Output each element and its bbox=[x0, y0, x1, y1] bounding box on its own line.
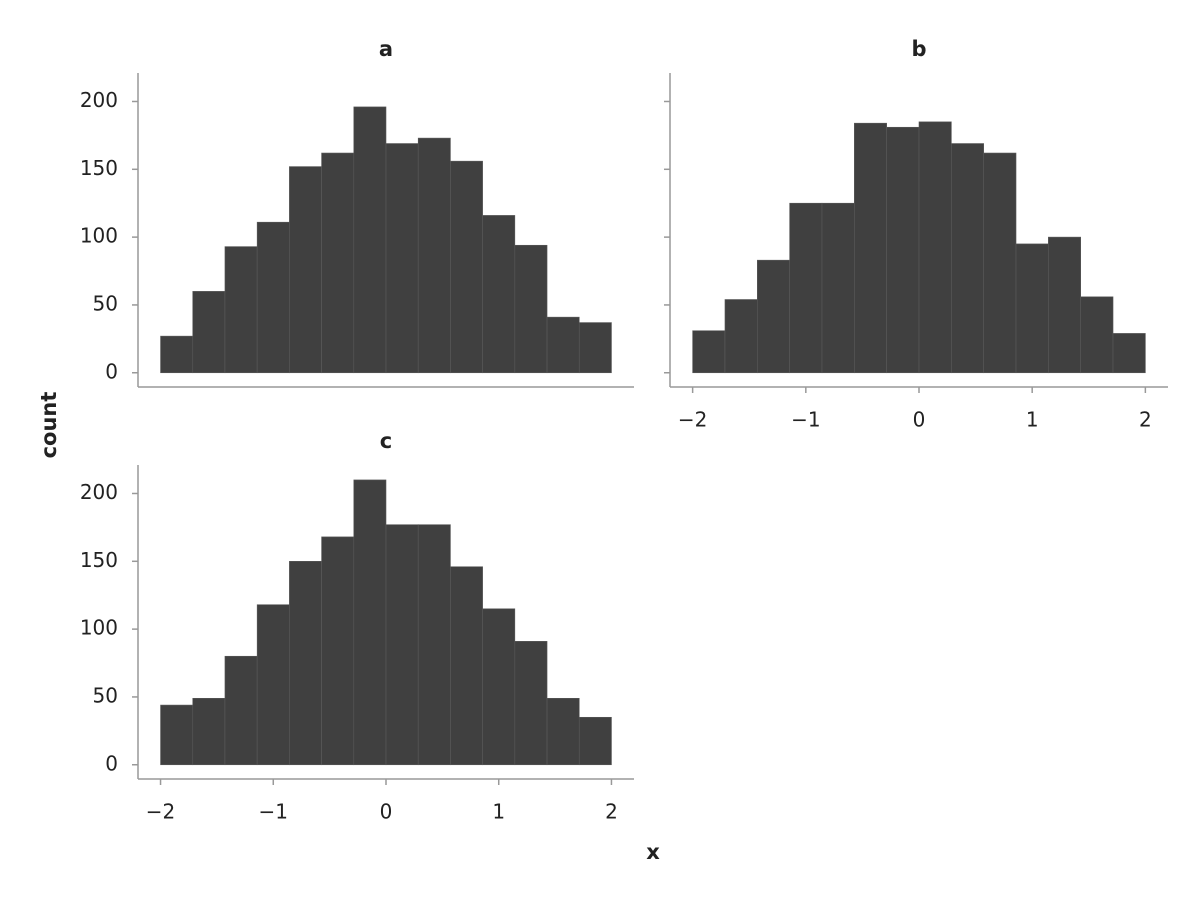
bar bbox=[692, 330, 726, 374]
bar bbox=[886, 126, 920, 374]
bar bbox=[578, 716, 612, 766]
bar bbox=[417, 524, 451, 766]
x-tick-label: −1 bbox=[259, 800, 288, 824]
bar bbox=[385, 524, 419, 766]
bar bbox=[289, 561, 322, 766]
bar bbox=[514, 244, 548, 374]
bar bbox=[321, 536, 355, 766]
x-tick-label: 2 bbox=[605, 800, 618, 824]
bar bbox=[450, 160, 483, 374]
x-axis-label: x bbox=[646, 840, 660, 864]
facet-title: a bbox=[379, 37, 393, 61]
bar bbox=[385, 143, 419, 374]
bar bbox=[256, 221, 290, 374]
y-axis-label: count bbox=[37, 392, 61, 459]
bar bbox=[983, 152, 1017, 374]
x-tick-label: 1 bbox=[492, 800, 505, 824]
bar bbox=[353, 479, 387, 766]
x-tick-label: 2 bbox=[1139, 408, 1152, 432]
bar bbox=[854, 122, 887, 374]
y-tick-label: 0 bbox=[105, 359, 118, 383]
bar bbox=[321, 152, 355, 374]
bar bbox=[578, 322, 612, 374]
bar bbox=[160, 335, 194, 374]
x-tick-label: −2 bbox=[146, 800, 175, 824]
bar bbox=[514, 641, 548, 766]
bar bbox=[1048, 236, 1081, 374]
y-tick-label: 50 bbox=[93, 291, 118, 315]
bar bbox=[1015, 243, 1049, 374]
x-tick-label: 0 bbox=[380, 800, 393, 824]
y-tick-label: 200 bbox=[80, 88, 118, 112]
y-tick-label: 150 bbox=[80, 156, 118, 180]
bar bbox=[724, 299, 758, 374]
bar bbox=[546, 316, 580, 374]
bar bbox=[951, 143, 984, 374]
x-tick-label: 0 bbox=[913, 408, 926, 432]
bar bbox=[192, 291, 226, 374]
y-tick-label: 100 bbox=[80, 616, 118, 640]
bar bbox=[256, 604, 290, 766]
y-tick-label: 50 bbox=[93, 683, 118, 707]
bar bbox=[789, 202, 823, 374]
bar bbox=[546, 697, 580, 766]
bar bbox=[1080, 296, 1114, 374]
bar bbox=[1112, 333, 1146, 374]
bar bbox=[918, 121, 952, 374]
bar bbox=[289, 166, 322, 374]
bar bbox=[482, 215, 516, 374]
x-tick-label: 1 bbox=[1026, 408, 1039, 432]
bar bbox=[224, 655, 258, 766]
bar bbox=[224, 246, 258, 374]
x-tick-label: −2 bbox=[678, 408, 707, 432]
y-tick-label: 100 bbox=[80, 224, 118, 248]
bar bbox=[821, 202, 855, 374]
bar bbox=[450, 566, 483, 766]
bar bbox=[160, 704, 194, 766]
bar bbox=[192, 697, 226, 766]
bar bbox=[353, 106, 387, 374]
y-tick-label: 0 bbox=[105, 751, 118, 775]
bar bbox=[417, 137, 451, 374]
y-tick-label: 200 bbox=[80, 480, 118, 504]
facet-title: c bbox=[380, 429, 392, 453]
facet-title: b bbox=[911, 37, 926, 61]
y-tick-label: 150 bbox=[80, 548, 118, 572]
bar bbox=[757, 259, 790, 374]
bar bbox=[482, 608, 516, 766]
x-tick-label: −1 bbox=[791, 408, 820, 432]
